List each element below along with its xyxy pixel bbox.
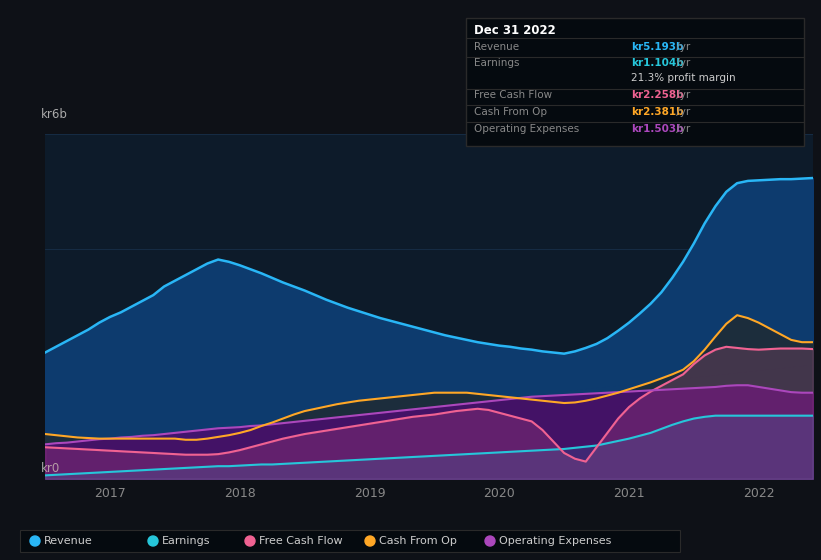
Text: kr2.381b: kr2.381b bbox=[631, 107, 684, 117]
Circle shape bbox=[485, 536, 495, 546]
Text: Earnings: Earnings bbox=[474, 58, 520, 68]
Text: kr2.258b: kr2.258b bbox=[631, 91, 684, 100]
Text: /yr: /yr bbox=[673, 42, 690, 52]
Circle shape bbox=[245, 536, 255, 546]
Text: kr0: kr0 bbox=[41, 463, 61, 475]
Text: Cash From Op: Cash From Op bbox=[474, 107, 547, 117]
Text: Free Cash Flow: Free Cash Flow bbox=[259, 536, 342, 546]
Text: Cash From Op: Cash From Op bbox=[379, 536, 456, 546]
Text: Operating Expenses: Operating Expenses bbox=[499, 536, 612, 546]
Text: 21.3% profit margin: 21.3% profit margin bbox=[631, 73, 736, 83]
Circle shape bbox=[30, 536, 40, 546]
Text: /yr: /yr bbox=[673, 58, 690, 68]
Text: Free Cash Flow: Free Cash Flow bbox=[474, 91, 553, 100]
Text: /yr: /yr bbox=[673, 91, 690, 100]
Text: /yr: /yr bbox=[673, 107, 690, 117]
Text: Dec 31 2022: Dec 31 2022 bbox=[474, 24, 556, 37]
Text: kr5.193b: kr5.193b bbox=[631, 42, 684, 52]
Text: /yr: /yr bbox=[673, 124, 690, 133]
FancyBboxPatch shape bbox=[20, 530, 680, 552]
Text: Revenue: Revenue bbox=[474, 42, 519, 52]
Circle shape bbox=[148, 536, 158, 546]
Text: Operating Expenses: Operating Expenses bbox=[474, 124, 580, 133]
Text: Revenue: Revenue bbox=[44, 536, 93, 546]
Circle shape bbox=[365, 536, 375, 546]
Text: kr6b: kr6b bbox=[41, 108, 68, 120]
Text: Earnings: Earnings bbox=[162, 536, 210, 546]
Text: kr1.104b: kr1.104b bbox=[631, 58, 684, 68]
Text: kr1.503b: kr1.503b bbox=[631, 124, 684, 133]
FancyBboxPatch shape bbox=[466, 18, 804, 146]
